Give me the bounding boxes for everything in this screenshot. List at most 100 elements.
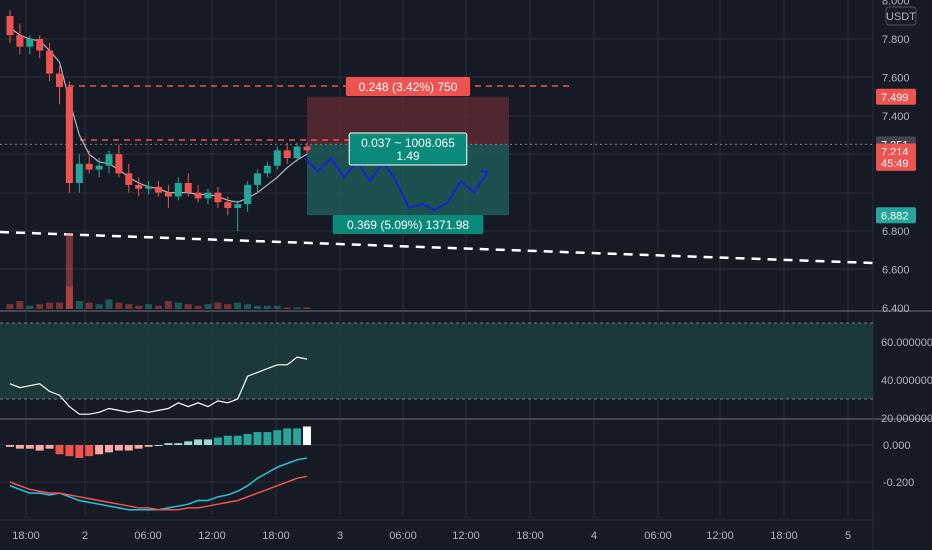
candle-body	[303, 146, 311, 151]
volume-bar	[56, 302, 63, 309]
macd-histogram-bar	[253, 432, 262, 445]
price-tick-label: 7.400	[882, 111, 910, 123]
macd-histogram-bar	[15, 445, 24, 449]
macd-histogram-bar	[134, 445, 143, 449]
macd-histogram-bar	[273, 430, 282, 445]
candle-body	[135, 184, 143, 189]
candle-body	[95, 165, 103, 170]
candle-body	[174, 183, 182, 197]
volume-bar	[155, 305, 162, 309]
position-info-label-background	[348, 132, 468, 166]
volume-bar	[214, 302, 222, 309]
macd-axis: 0.000 -0.200	[883, 440, 914, 489]
candle-body	[194, 192, 202, 199]
candle-body	[283, 150, 291, 159]
candle-body	[273, 150, 281, 166]
volume-bar	[125, 304, 133, 309]
volume-bar	[184, 304, 192, 309]
candle-body	[263, 165, 271, 174]
time-tick-label: 12:00	[198, 530, 226, 542]
macd-histogram-bar	[124, 445, 133, 451]
candle-body	[145, 186, 153, 189]
macd-histogram	[6, 426, 311, 458]
macd-histogram-bar	[194, 439, 203, 445]
macd-histogram-bar	[154, 445, 163, 446]
volume-bar	[6, 304, 14, 309]
macd-histogram-bar	[85, 445, 94, 457]
volume-bar	[75, 301, 83, 309]
time-tick-label: 12:00	[452, 530, 480, 542]
price-tag-text: 45:49	[881, 158, 909, 170]
macd-histogram-bar	[293, 428, 302, 445]
stop-loss-label: 0.248 (3.42%) 750	[345, 77, 471, 96]
candle-body	[244, 184, 252, 205]
macd-histogram-bar	[114, 445, 123, 451]
candle-body	[85, 163, 93, 170]
candle-body	[293, 146, 301, 159]
candle-body	[125, 173, 133, 185]
candle-body	[204, 192, 212, 199]
candle-body	[26, 39, 34, 47]
macd-histogram-bar	[65, 445, 74, 457]
position-info-label-text: 1.49	[396, 149, 420, 163]
price-tick-label: 8.000	[882, 0, 910, 8]
rsi-axis: 60.000000 40.000000 20.000000	[881, 337, 932, 425]
volume-bar	[65, 233, 73, 309]
candle-body	[46, 50, 54, 74]
macd-histogram-bar	[233, 435, 242, 445]
candle-body	[115, 154, 123, 174]
candle-body	[184, 183, 192, 193]
stop-loss-label-background	[345, 77, 471, 96]
time-tick-label: 3	[337, 530, 343, 542]
price-tag-background	[876, 154, 916, 171]
volume-bar	[273, 305, 281, 309]
stop-loss-label-text: 0.248 (3.42%) 750	[359, 80, 458, 94]
time-tick-label: 06:00	[134, 530, 162, 542]
macd-histogram-bar	[95, 445, 104, 455]
time-tick-label: 18:00	[770, 530, 798, 542]
macd-histogram-bar	[164, 443, 173, 445]
macd-histogram-bar	[223, 435, 232, 445]
time-tick-label: 5	[845, 530, 851, 542]
rsi-tick-label: 60.000000	[881, 337, 932, 349]
volume-bar	[263, 305, 271, 309]
candle-body	[36, 39, 44, 51]
volume-bar	[194, 305, 202, 309]
time-tick-label: 4	[591, 530, 597, 542]
volume-bar	[283, 307, 291, 309]
macd-histogram-bar	[213, 437, 222, 445]
volume-bar	[254, 305, 261, 309]
price-tag-background	[876, 88, 916, 105]
volume-bars	[6, 233, 311, 309]
macd-histogram-bar	[6, 445, 14, 447]
volume-bar	[36, 304, 44, 309]
volume-bar	[174, 302, 182, 309]
volume-bar	[234, 302, 242, 309]
volume-bar	[26, 305, 34, 309]
rsi-line	[9, 356, 308, 415]
price-tag: 6.882	[876, 207, 916, 224]
volume-bar	[95, 304, 103, 309]
projection-path	[304, 156, 488, 212]
volume-bar	[135, 305, 143, 309]
price-tick-label: 6.800	[882, 226, 910, 238]
macd-histogram-bar	[174, 443, 183, 445]
currency-badge	[885, 6, 917, 26]
candle-body	[6, 15, 14, 36]
candle-body	[155, 186, 162, 193]
macd-histogram-bar	[283, 428, 292, 445]
macd-histogram-bar	[55, 445, 64, 455]
candle-body	[234, 204, 242, 208]
macd-histogram-bar	[144, 445, 153, 447]
time-tick-label: 18:00	[12, 530, 40, 542]
volume-bar	[46, 302, 54, 309]
candle-body	[164, 192, 172, 197]
volume-bar	[145, 304, 153, 309]
volume-bar	[204, 304, 212, 309]
candle-body	[224, 202, 232, 208]
macd-histogram-bar	[184, 441, 193, 445]
rsi-tick-label: 40.000000	[881, 375, 932, 387]
candle-body	[65, 87, 73, 183]
rsi-tick-label: 20.000000	[881, 413, 932, 425]
